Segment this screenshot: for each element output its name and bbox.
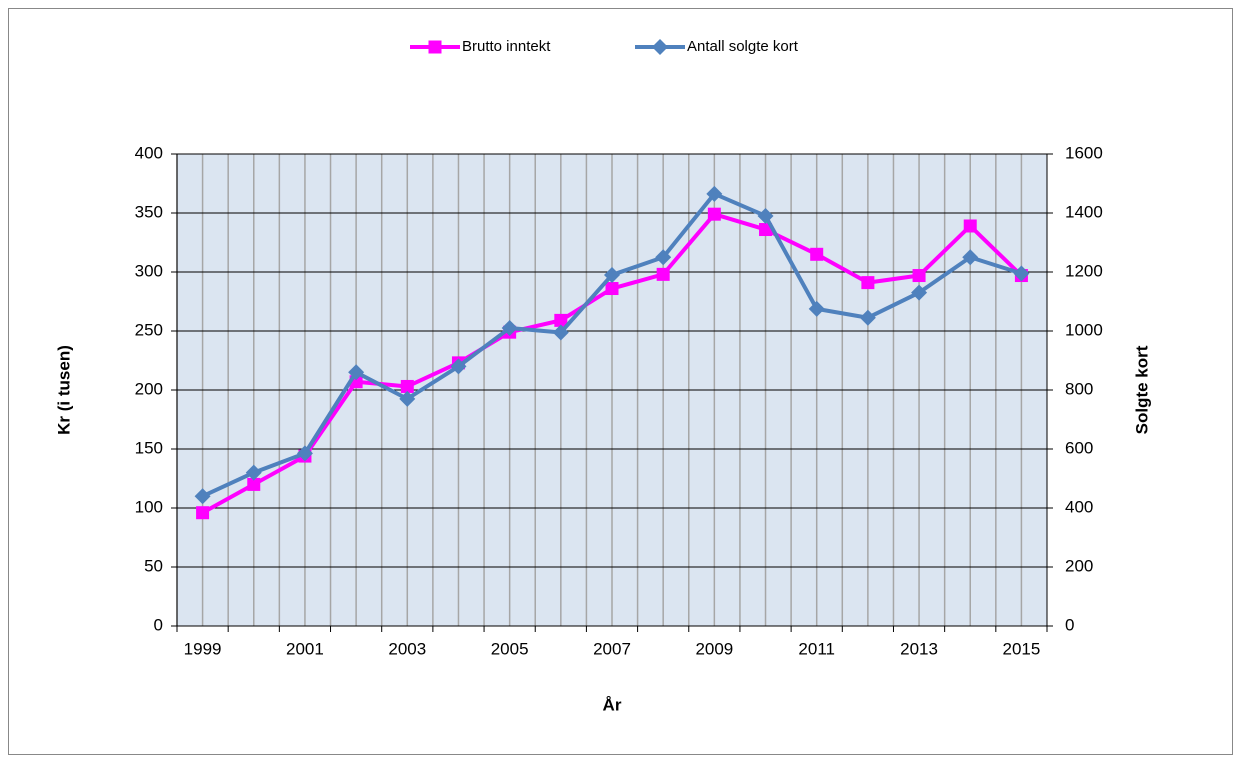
- legend-label: Brutto inntekt: [462, 38, 551, 55]
- point: [604, 266, 620, 283]
- y-tick-label: 250: [135, 320, 163, 339]
- point: [655, 249, 672, 266]
- point: [552, 324, 569, 341]
- y-tick-label: 350: [135, 202, 163, 221]
- point: [808, 300, 825, 317]
- y2-tick-label: 200: [1065, 556, 1093, 575]
- point: [707, 207, 721, 221]
- point: [399, 390, 416, 407]
- point: [400, 379, 414, 393]
- point: [757, 207, 774, 224]
- y2-tick-label: 800: [1065, 379, 1093, 398]
- point: [656, 267, 670, 281]
- point: [706, 185, 723, 202]
- y2-tick-label: 400: [1065, 497, 1093, 516]
- point: [861, 276, 875, 290]
- y2-tick-label: 1400: [1065, 202, 1103, 221]
- point: [962, 249, 979, 266]
- point: [859, 309, 876, 326]
- y2-tick-label: 600: [1065, 438, 1093, 457]
- point: [196, 506, 210, 520]
- point: [428, 40, 442, 54]
- point: [348, 364, 365, 381]
- y-tick-label: 200: [135, 379, 163, 398]
- x-tick-label: 2013: [900, 639, 938, 658]
- point: [652, 39, 668, 55]
- point: [911, 284, 928, 301]
- x-tick-label: 2005: [491, 639, 529, 658]
- point: [450, 358, 467, 375]
- point: [245, 464, 262, 481]
- x-tick-label: 2003: [388, 639, 426, 658]
- point: [1013, 265, 1030, 282]
- point: [554, 313, 568, 327]
- y2-tick-label: 1000: [1065, 320, 1103, 339]
- x-tick-label: 2011: [798, 639, 835, 658]
- point: [501, 320, 518, 337]
- y-tick-label: 400: [135, 143, 163, 162]
- point: [296, 445, 313, 462]
- x-tick-label: 2007: [593, 639, 631, 658]
- y-tick-label: 100: [135, 497, 163, 516]
- x-tick-label: 2015: [1002, 639, 1040, 658]
- point: [810, 247, 824, 261]
- y-tick-label: 0: [154, 615, 163, 634]
- y2-tick-label: 0: [1065, 615, 1074, 634]
- y-tick-label: 150: [135, 438, 163, 457]
- point: [247, 477, 261, 491]
- y-tick-label: 50: [144, 556, 163, 575]
- x-axis-title: År: [603, 695, 622, 714]
- point: [759, 223, 773, 237]
- legend-label: Antall solgte kort: [687, 38, 799, 55]
- point: [194, 488, 211, 505]
- y2-axis-title: Solgte kort: [1132, 345, 1151, 434]
- y2-tick-label: 1600: [1065, 143, 1103, 162]
- point: [605, 282, 619, 296]
- point: [912, 269, 926, 283]
- x-tick-label: 2001: [286, 639, 324, 658]
- y2-tick-label: 1200: [1065, 261, 1103, 280]
- x-tick-label: 1999: [184, 639, 222, 658]
- x-tick-label: 2009: [695, 639, 733, 658]
- point: [963, 219, 977, 233]
- y-axis-title: Kr (i tusen): [54, 345, 73, 435]
- y-tick-label: 300: [135, 261, 163, 280]
